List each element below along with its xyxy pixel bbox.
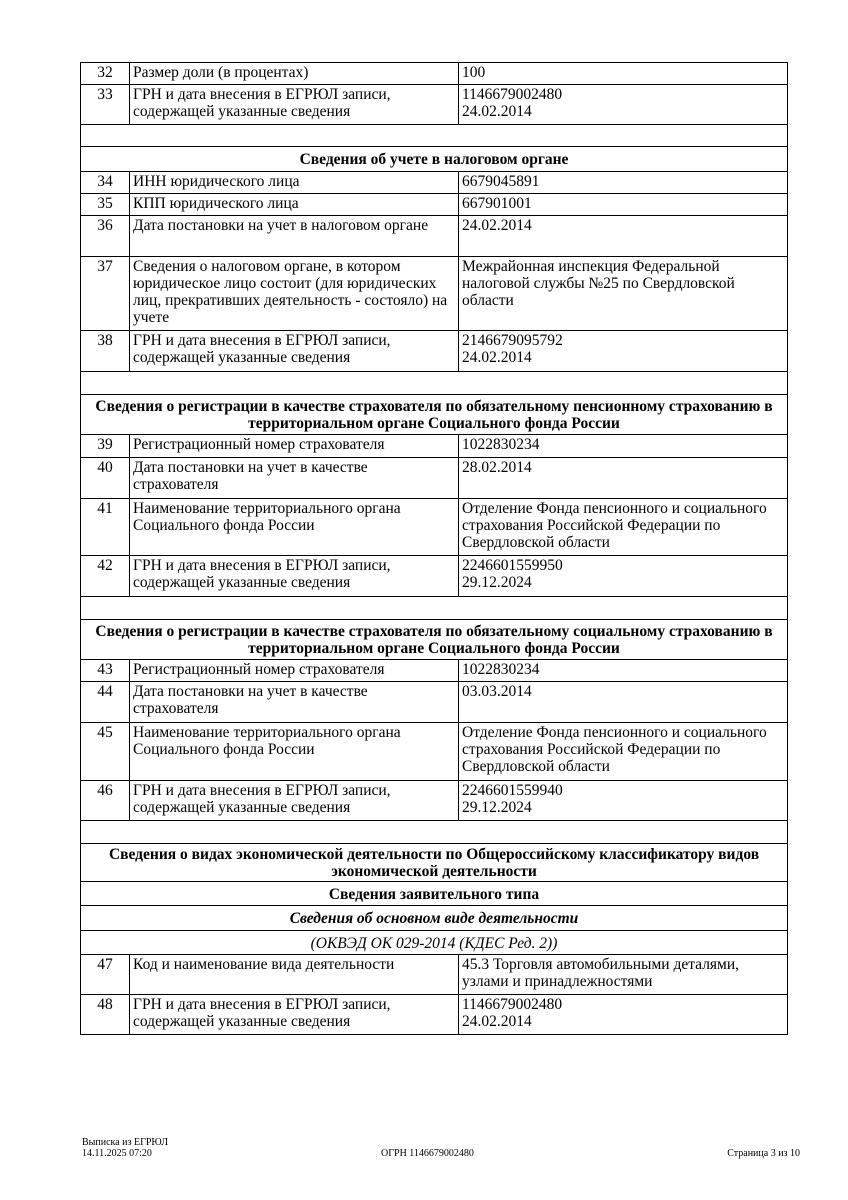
table-row: 42 ГРН и дата внесения в ЕГРЮЛ записи, со… bbox=[80, 555, 788, 597]
section-header-row: Сведения о регистрации в качестве страхо… bbox=[80, 394, 788, 435]
section-header-row: Сведения об учете в налоговом органе bbox=[80, 146, 788, 172]
row-value: Отделение Фонда пенсионного и социальног… bbox=[458, 498, 788, 556]
row-value: 1022830234 bbox=[458, 434, 788, 458]
row-number: 40 bbox=[80, 457, 130, 499]
blank-cell bbox=[80, 596, 788, 620]
table-row: 40 Дата постановки на учет в качестве стр… bbox=[80, 457, 788, 499]
blank-cell bbox=[80, 124, 788, 147]
row-value: 2246601559950 29.12.2024 bbox=[458, 555, 788, 597]
row-number: 45 bbox=[80, 722, 130, 781]
blank-cell bbox=[80, 820, 788, 844]
footer-ogrn: ОГРН 1146679002480 bbox=[381, 1148, 474, 1159]
section-header-row: (ОКВЭД ОК 029-2014 (КДЕС Ред. 2)) bbox=[80, 930, 788, 955]
row-number: 36 bbox=[80, 215, 130, 257]
row-label: Код и наименование вида деятельности bbox=[129, 954, 459, 995]
blank-row bbox=[80, 596, 788, 620]
table-row: 33 ГРН и дата внесения в ЕГРЮЛ записи, со… bbox=[80, 84, 788, 125]
table-row: 38 ГРН и дата внесения в ЕГРЮЛ записи, со… bbox=[80, 330, 788, 372]
row-value: 6679045891 bbox=[458, 171, 788, 194]
row-value: 45.3 Торговля автомобильными деталями, у… bbox=[458, 954, 788, 995]
row-value: 2246601559940 29.12.2024 bbox=[458, 780, 788, 821]
row-number: 44 bbox=[80, 681, 130, 723]
table-row: 43 Регистрационный номер страхователя 1022… bbox=[80, 659, 788, 682]
row-value: 1146679002480 24.02.2014 bbox=[458, 994, 788, 1035]
row-number: 35 bbox=[80, 193, 130, 216]
row-number: 34 bbox=[80, 171, 130, 194]
row-value: Межрайонная инспекция Федеральной налого… bbox=[458, 256, 788, 331]
row-value: 1146679002480 24.02.2014 bbox=[458, 84, 788, 125]
row-number: 43 bbox=[80, 659, 130, 682]
section-header: Сведения об учете в налоговом органе bbox=[80, 146, 788, 172]
row-label: Наименование территориального органа Соц… bbox=[129, 498, 459, 556]
section-header: Сведения об основном виде деятельности bbox=[80, 905, 788, 931]
row-number: 32 bbox=[80, 62, 130, 85]
section-header: Сведения заявительного типа bbox=[80, 881, 788, 906]
row-label: Сведения о налоговом органе, в котором ю… bbox=[129, 256, 459, 331]
table-row: 32 Размер доли (в процентах) 100 bbox=[80, 62, 788, 85]
row-label: Регистрационный номер страхователя bbox=[129, 434, 459, 458]
table-row: 45 Наименование территориального органа С… bbox=[80, 722, 788, 781]
row-label: Размер доли (в процентах) bbox=[129, 62, 459, 85]
section-header: Сведения о видах экономической деятельно… bbox=[80, 843, 788, 882]
table-row: 36 Дата постановки на учет в налоговом ор… bbox=[80, 215, 788, 257]
table-row: 37 Сведения о налоговом органе, в котором… bbox=[80, 256, 788, 331]
blank-row bbox=[80, 124, 788, 147]
row-label: Дата постановки на учет в качестве страх… bbox=[129, 681, 459, 723]
row-label: ИНН юридического лица bbox=[129, 171, 459, 194]
section-header: Сведения о регистрации в качестве страхо… bbox=[80, 394, 788, 435]
row-label: ГРН и дата внесения в ЕГРЮЛ записи, соде… bbox=[129, 84, 459, 125]
row-number: 41 bbox=[80, 498, 130, 556]
row-value: 03.03.2014 bbox=[458, 681, 788, 723]
row-value: 667901001 bbox=[458, 193, 788, 216]
section-header-row: Сведения заявительного типа bbox=[80, 881, 788, 906]
egrul-table: 32 Размер доли (в процентах) 100 33 ГРН и да… bbox=[80, 62, 788, 1035]
row-label: ГРН и дата внесения в ЕГРЮЛ записи, соде… bbox=[129, 780, 459, 821]
section-header-row: Сведения о регистрации в качестве страхо… bbox=[80, 619, 788, 660]
section-header-row: Сведения о видах экономической деятельно… bbox=[80, 843, 788, 882]
blank-row bbox=[80, 820, 788, 844]
footer-datetime: 14.11.2025 07:20 bbox=[82, 1148, 152, 1159]
row-label: ГРН и дата внесения в ЕГРЮЛ записи, соде… bbox=[129, 330, 459, 372]
row-number: 48 bbox=[80, 994, 130, 1035]
row-label: Регистрационный номер страхователя bbox=[129, 659, 459, 682]
row-value: 1022830234 bbox=[458, 659, 788, 682]
row-label: Дата постановки на учет в налоговом орга… bbox=[129, 215, 459, 257]
row-label: КПП юридического лица bbox=[129, 193, 459, 216]
table-row: 46 ГРН и дата внесения в ЕГРЮЛ записи, со… bbox=[80, 780, 788, 821]
row-value: 24.02.2014 bbox=[458, 215, 788, 257]
row-value: 100 bbox=[458, 62, 788, 85]
table-row: 34 ИНН юридического лица 6679045891 bbox=[80, 171, 788, 194]
footer-page-number: Страница 3 из 10 bbox=[727, 1148, 800, 1159]
table-row: 44 Дата постановки на учет в качестве стр… bbox=[80, 681, 788, 723]
section-header-row: Сведения об основном виде деятельности bbox=[80, 905, 788, 931]
row-value: 2146679095792 24.02.2014 bbox=[458, 330, 788, 372]
table-row: 35 КПП юридического лица 667901001 bbox=[80, 193, 788, 216]
table-row: 48 ГРН и дата внесения в ЕГРЮЛ записи, со… bbox=[80, 994, 788, 1035]
footer-left: Выписка из ЕГРЮЛ 14.11.2025 07:20 bbox=[82, 1137, 168, 1159]
row-number: 33 bbox=[80, 84, 130, 125]
blank-row bbox=[80, 371, 788, 395]
table-row: 39 Регистрационный номер страхователя 1022… bbox=[80, 434, 788, 458]
row-label: Дата постановки на учет в качестве страх… bbox=[129, 457, 459, 499]
footer-doc-title: Выписка из ЕГРЮЛ bbox=[82, 1137, 168, 1148]
row-value: Отделение Фонда пенсионного и социальног… bbox=[458, 722, 788, 781]
row-label: Наименование территориального органа Соц… bbox=[129, 722, 459, 781]
row-number: 39 bbox=[80, 434, 130, 458]
row-number: 37 bbox=[80, 256, 130, 331]
table-row: 41 Наименование территориального органа С… bbox=[80, 498, 788, 556]
row-number: 38 bbox=[80, 330, 130, 372]
blank-cell bbox=[80, 371, 788, 395]
row-label: ГРН и дата внесения в ЕГРЮЛ записи, соде… bbox=[129, 555, 459, 597]
row-number: 42 bbox=[80, 555, 130, 597]
section-header: (ОКВЭД ОК 029-2014 (КДЕС Ред. 2)) bbox=[80, 930, 788, 955]
row-value: 28.02.2014 bbox=[458, 457, 788, 499]
table-row: 47 Код и наименование вида деятельности 45… bbox=[80, 954, 788, 995]
section-header: Сведения о регистрации в качестве страхо… bbox=[80, 619, 788, 660]
row-label: ГРН и дата внесения в ЕГРЮЛ записи, соде… bbox=[129, 994, 459, 1035]
row-number: 46 bbox=[80, 780, 130, 821]
row-number: 47 bbox=[80, 954, 130, 995]
